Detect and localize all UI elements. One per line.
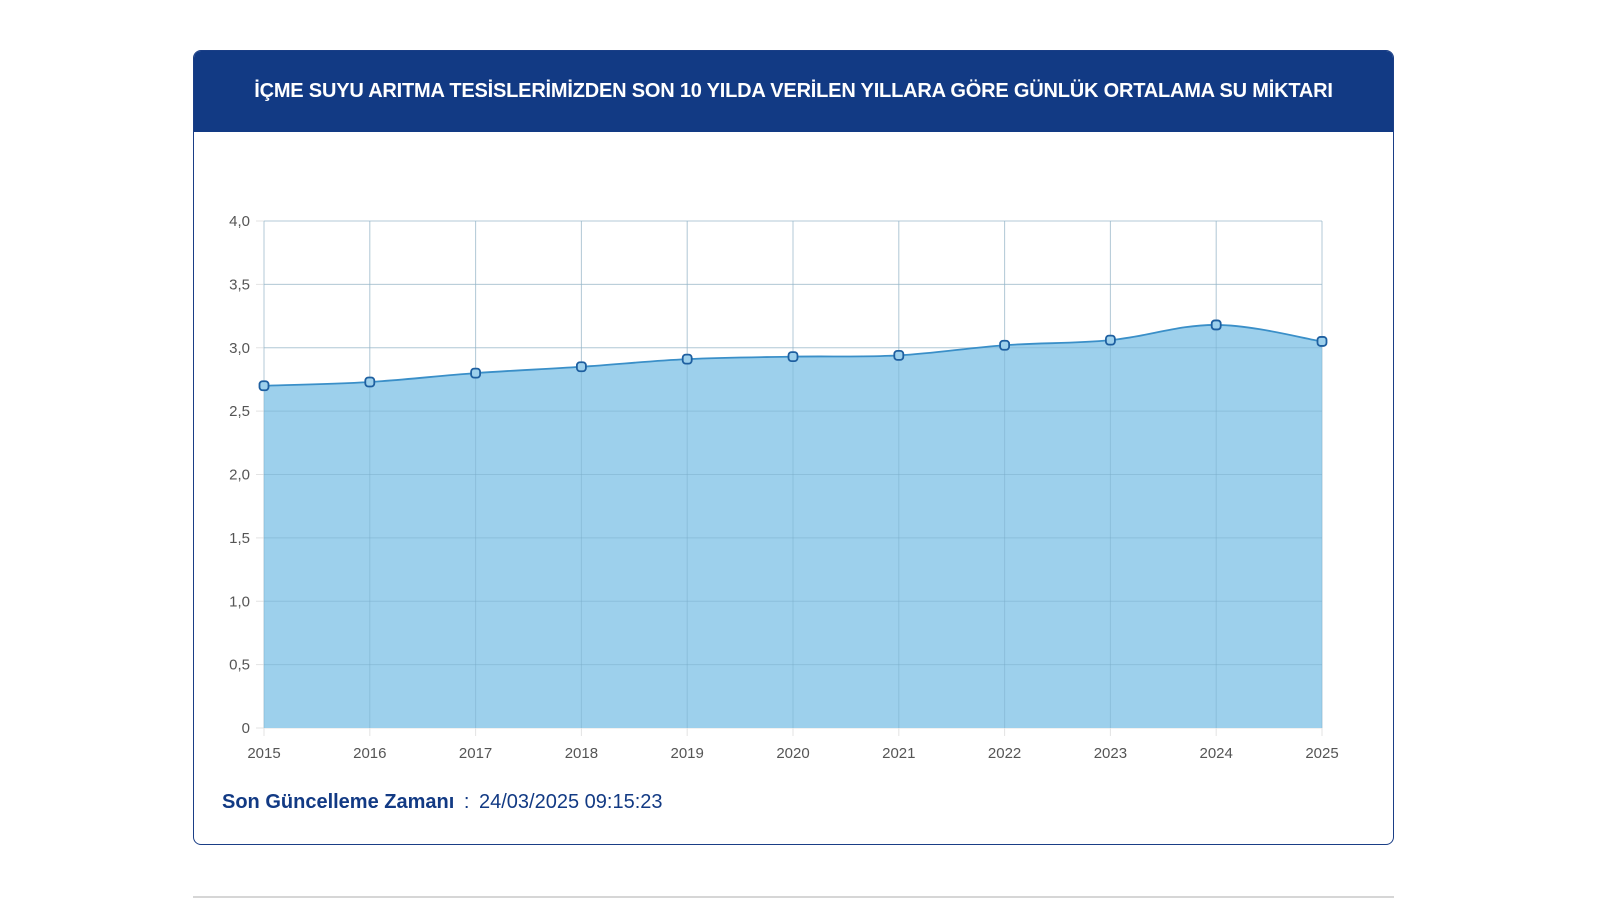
x-tick-label: 2020 bbox=[776, 745, 809, 762]
last-updated-separator: : bbox=[463, 791, 470, 813]
section-divider bbox=[193, 896, 1394, 898]
x-tick-label: 2019 bbox=[671, 745, 704, 762]
last-updated-label: Son Güncelleme Zamanı bbox=[222, 791, 455, 813]
data-point bbox=[1105, 334, 1116, 346]
y-tick-label: 0 bbox=[242, 720, 250, 737]
data-point bbox=[893, 349, 905, 361]
data-point bbox=[575, 361, 587, 373]
x-tick-label: 2022 bbox=[988, 745, 1021, 762]
data-point bbox=[999, 339, 1010, 351]
chart-area: 0 0,5 1,0 1,5 2,0 2,5 3,0 3,5 4,0 2015 2016 2017 201… bbox=[194, 132, 1393, 782]
chart-card: İÇME SUYU ARITMA TESİSLERİMİZDEN SON 10 … bbox=[193, 50, 1394, 845]
data-point bbox=[470, 367, 482, 379]
y-tick-label: 1,0 bbox=[229, 593, 250, 610]
x-tick-label: 2017 bbox=[459, 745, 492, 762]
area-chart: 0 0,5 1,0 1,5 2,0 2,5 3,0 3,5 4,0 2015 2016 2017 201… bbox=[229, 213, 1339, 762]
x-tick-label: 2023 bbox=[1094, 745, 1127, 762]
x-tick-label: 2025 bbox=[1305, 745, 1338, 762]
y-tick-label: 2,0 bbox=[229, 467, 250, 484]
y-tick-label: 1,5 bbox=[229, 530, 250, 547]
y-tick-label: 3,0 bbox=[229, 340, 250, 357]
x-tick-label: 2015 bbox=[247, 745, 280, 762]
data-point bbox=[681, 353, 693, 365]
data-point bbox=[1316, 336, 1328, 347]
y-tick-label: 0,5 bbox=[229, 657, 250, 674]
y-tick-label: 2,5 bbox=[229, 403, 250, 420]
x-tick-label: 2024 bbox=[1200, 745, 1233, 762]
y-tick-label: 3,5 bbox=[229, 276, 250, 293]
x-tick-label: 2021 bbox=[882, 745, 915, 762]
data-point bbox=[787, 351, 799, 363]
x-tick-label: 2016 bbox=[353, 745, 386, 762]
last-updated-timestamp: 24/03/2025 09:15:23 bbox=[478, 791, 663, 813]
last-updated: Son Güncelleme Zamanı : 24/03/2025 09:15… bbox=[222, 791, 663, 814]
data-point bbox=[364, 376, 376, 388]
chart-title: İÇME SUYU ARITMA TESİSLERİMİZDEN SON 10 … bbox=[194, 51, 1393, 132]
data-point bbox=[1210, 319, 1222, 331]
y-tick-label: 4,0 bbox=[229, 213, 250, 230]
x-tick-label: 2018 bbox=[565, 745, 598, 762]
series-area bbox=[264, 324, 1322, 728]
data-point bbox=[258, 380, 270, 392]
